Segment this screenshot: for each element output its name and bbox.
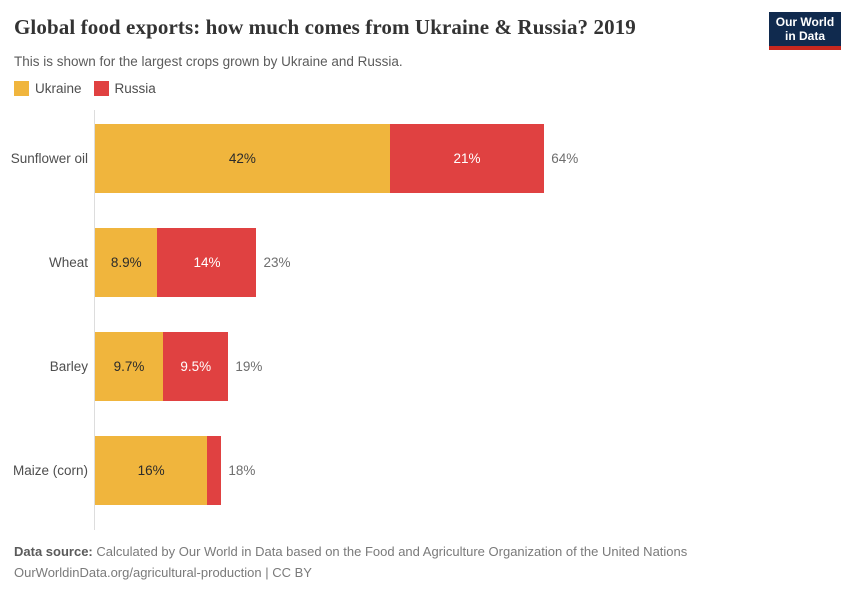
owid-logo[interactable]: Our World in Data	[769, 12, 841, 50]
segment-value-label: 21%	[453, 151, 481, 166]
bar-row: Wheat 8.9% 14% 23%	[0, 228, 850, 297]
bar-segment-russia[interactable]: 21%	[389, 124, 545, 193]
total-label: 64%	[551, 151, 579, 166]
segment-value-label: 9.5%	[180, 359, 212, 374]
total-label: 23%	[263, 255, 291, 270]
bar-segment-ukraine[interactable]: 42%	[95, 124, 390, 193]
owid-logo-line2: in Data	[784, 29, 825, 43]
citation-link[interactable]: OurWorldinData.org/agricultural-producti…	[14, 565, 312, 580]
category-label: Sunflower oil	[10, 151, 88, 166]
ukraine-swatch-icon	[14, 81, 29, 96]
segment-value-label: 42%	[228, 151, 256, 166]
data-source-label: Data source:	[14, 544, 93, 559]
page-title: Global food exports: how much comes from…	[14, 15, 636, 39]
segment-value-label: 8.9%	[110, 255, 142, 270]
y-axis-line	[94, 110, 95, 530]
data-source-line: Data source: Calculated by Our World in …	[14, 541, 687, 562]
bar-row: Maize (corn) 16% 18%	[0, 436, 850, 505]
category-label: Maize (corn)	[12, 463, 88, 478]
bar-segment-ukraine[interactable]: 16%	[95, 436, 208, 505]
segment-value-label: 14%	[193, 255, 221, 270]
bar-row: Barley 9.7% 9.5% 19%	[0, 332, 850, 401]
category-label: Barley	[49, 359, 88, 374]
total-label: 19%	[235, 359, 263, 374]
owid-logo-line1: Our World	[775, 15, 835, 29]
legend-item-ukraine[interactable]: Ukraine	[14, 81, 82, 96]
bar-chart: Sunflower oil 42% 21% 64% Wheat 8.9% 14%…	[0, 110, 850, 530]
bar-segment-ukraine[interactable]: 8.9%	[95, 228, 158, 297]
legend-item-russia[interactable]: Russia	[93, 81, 156, 96]
chart-legend: Ukraine Russia	[14, 81, 156, 96]
segment-value-label: 9.7%	[113, 359, 145, 374]
total-label: 18%	[228, 463, 256, 478]
data-source-text: Calculated by Our World in Data based on…	[96, 544, 688, 559]
russia-swatch-icon	[93, 81, 109, 96]
page-subtitle: This is shown for the largest crops grow…	[14, 54, 403, 69]
bar-segment-russia[interactable]: 9.5%	[163, 332, 229, 401]
bar-row: Sunflower oil 42% 21% 64%	[0, 124, 850, 193]
chart-footer: Data source: Calculated by Our World in …	[14, 541, 687, 583]
segment-value-label: 16%	[137, 463, 165, 478]
legend-label: Russia	[114, 81, 156, 96]
bar-segment-russia[interactable]: 14%	[157, 228, 257, 297]
bar-segment-ukraine[interactable]: 9.7%	[95, 332, 164, 401]
category-label: Wheat	[48, 255, 88, 270]
legend-label: Ukraine	[35, 81, 82, 96]
bar-segment-russia[interactable]	[207, 436, 222, 505]
